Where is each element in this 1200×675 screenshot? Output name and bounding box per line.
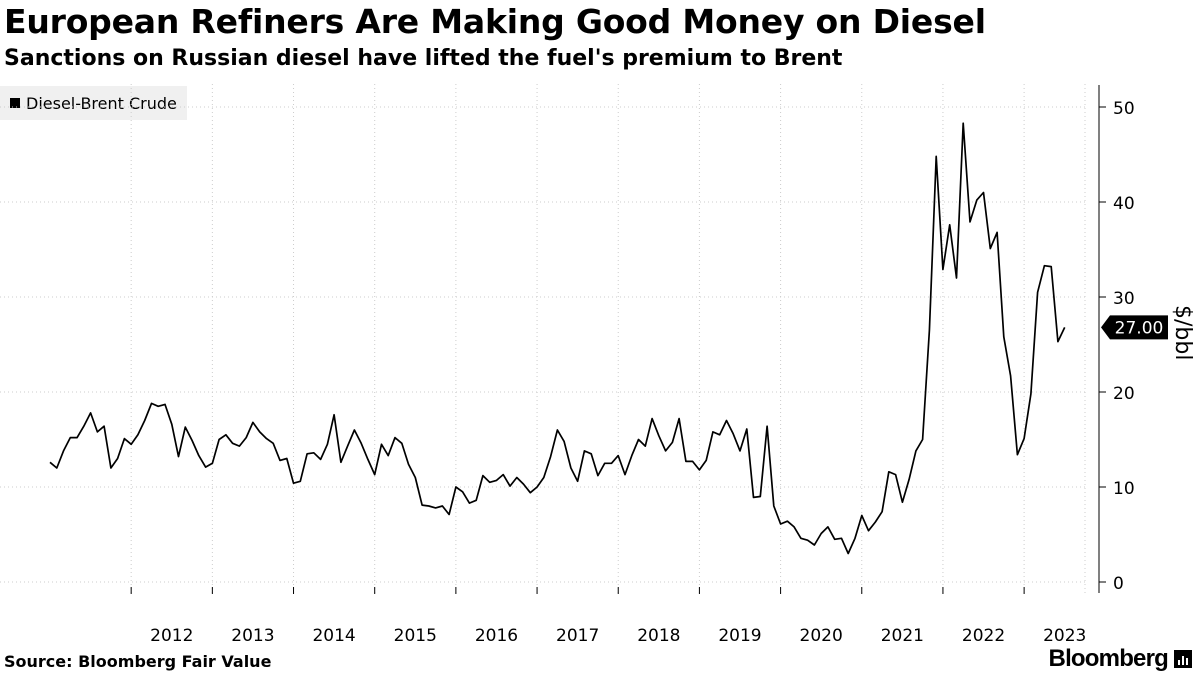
y-axis: 0 10 20 30 40 50 $/bbl bbox=[1098, 85, 1195, 594]
legend-label: Diesel-Brent Crude bbox=[26, 93, 177, 113]
label-layer: 27.00 bbox=[1101, 315, 1168, 340]
x-tick-label: 2015 bbox=[394, 626, 437, 646]
y-tick-label: 50 bbox=[1113, 99, 1135, 119]
legend: Diesel-Brent Crude bbox=[0, 86, 187, 120]
x-tick-label: 2018 bbox=[637, 626, 680, 646]
brand-name: Bloomberg bbox=[1048, 645, 1169, 672]
y-tick-label: 0 bbox=[1113, 574, 1124, 594]
x-tick-label: 2016 bbox=[475, 626, 518, 646]
x-tick-label: 2023 bbox=[1043, 626, 1086, 646]
last-value-tag bbox=[1101, 315, 1168, 340]
x-tick-label: 2013 bbox=[231, 626, 274, 646]
chart-subtitle: Sanctions on Russian diesel have lifted … bbox=[4, 46, 843, 71]
grid-layer bbox=[0, 84, 1086, 593]
source-note: Source: Bloomberg Fair Value bbox=[4, 652, 272, 671]
legend-swatch bbox=[10, 98, 20, 108]
bloomberg-logo: Bloomberg bbox=[1049, 645, 1192, 673]
y-tick-label: 10 bbox=[1113, 479, 1135, 499]
series-line bbox=[49, 122, 1066, 555]
bloomberg-chart-icon bbox=[1174, 650, 1192, 668]
x-tick-label: 2012 bbox=[150, 626, 193, 646]
x-axis: 2012 2013 2014 2015 2016 2017 2018 2019 2020 2021… bbox=[130, 587, 1086, 646]
y-tick-label: 40 bbox=[1113, 194, 1135, 214]
x-tick-label: 2019 bbox=[718, 626, 761, 646]
y-tick-label: 20 bbox=[1113, 384, 1135, 404]
x-tick-label: 2014 bbox=[312, 626, 355, 646]
x-tick-label: 2020 bbox=[800, 626, 843, 646]
last-value-label: 27.00 bbox=[1115, 318, 1164, 338]
x-tick-label: 2017 bbox=[556, 626, 599, 646]
chart-title: European Refiners Are Making Good Money … bbox=[4, 2, 986, 41]
series-layer bbox=[49, 122, 1066, 555]
x-tick-label: 2022 bbox=[962, 626, 1005, 646]
y-tick-label: 30 bbox=[1113, 289, 1135, 309]
x-tick-label: 2021 bbox=[881, 626, 924, 646]
y-axis-label: $/bbl bbox=[1170, 305, 1195, 360]
